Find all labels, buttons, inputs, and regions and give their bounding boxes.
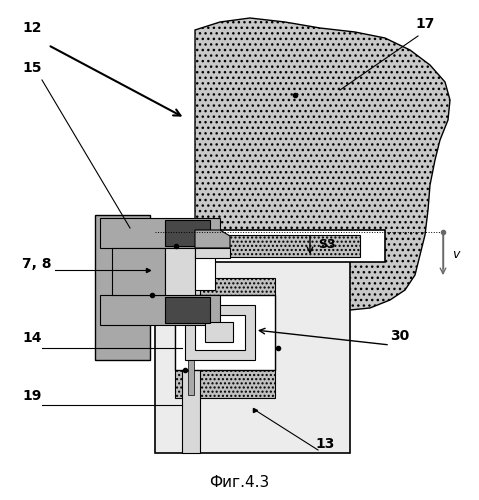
Bar — [182, 258, 200, 453]
Bar — [175, 278, 275, 398]
Bar — [195, 248, 230, 258]
Bar — [165, 220, 210, 246]
Bar — [100, 218, 220, 248]
Text: 7, 8: 7, 8 — [22, 257, 52, 271]
Text: 30: 30 — [390, 329, 409, 343]
Bar — [195, 255, 215, 290]
Bar — [175, 295, 275, 370]
Bar — [195, 315, 245, 350]
Text: Фиг.4.3: Фиг.4.3 — [209, 475, 269, 490]
Bar — [95, 215, 150, 360]
Polygon shape — [195, 230, 230, 248]
Bar — [195, 235, 360, 257]
Polygon shape — [195, 18, 450, 310]
Text: S3: S3 — [318, 238, 336, 252]
Bar — [100, 295, 220, 325]
Bar — [188, 275, 194, 395]
Bar — [155, 230, 385, 262]
Bar — [205, 322, 233, 342]
Bar — [165, 297, 210, 323]
Text: 15: 15 — [22, 61, 42, 75]
Text: 17: 17 — [415, 17, 434, 31]
Text: 12: 12 — [22, 21, 42, 35]
Text: 13: 13 — [315, 437, 334, 451]
Bar — [112, 248, 165, 295]
Text: v: v — [452, 248, 459, 262]
Bar — [165, 248, 195, 295]
Bar — [155, 258, 350, 453]
Text: 14: 14 — [22, 331, 42, 345]
Bar — [185, 305, 255, 360]
Text: 19: 19 — [22, 389, 41, 403]
